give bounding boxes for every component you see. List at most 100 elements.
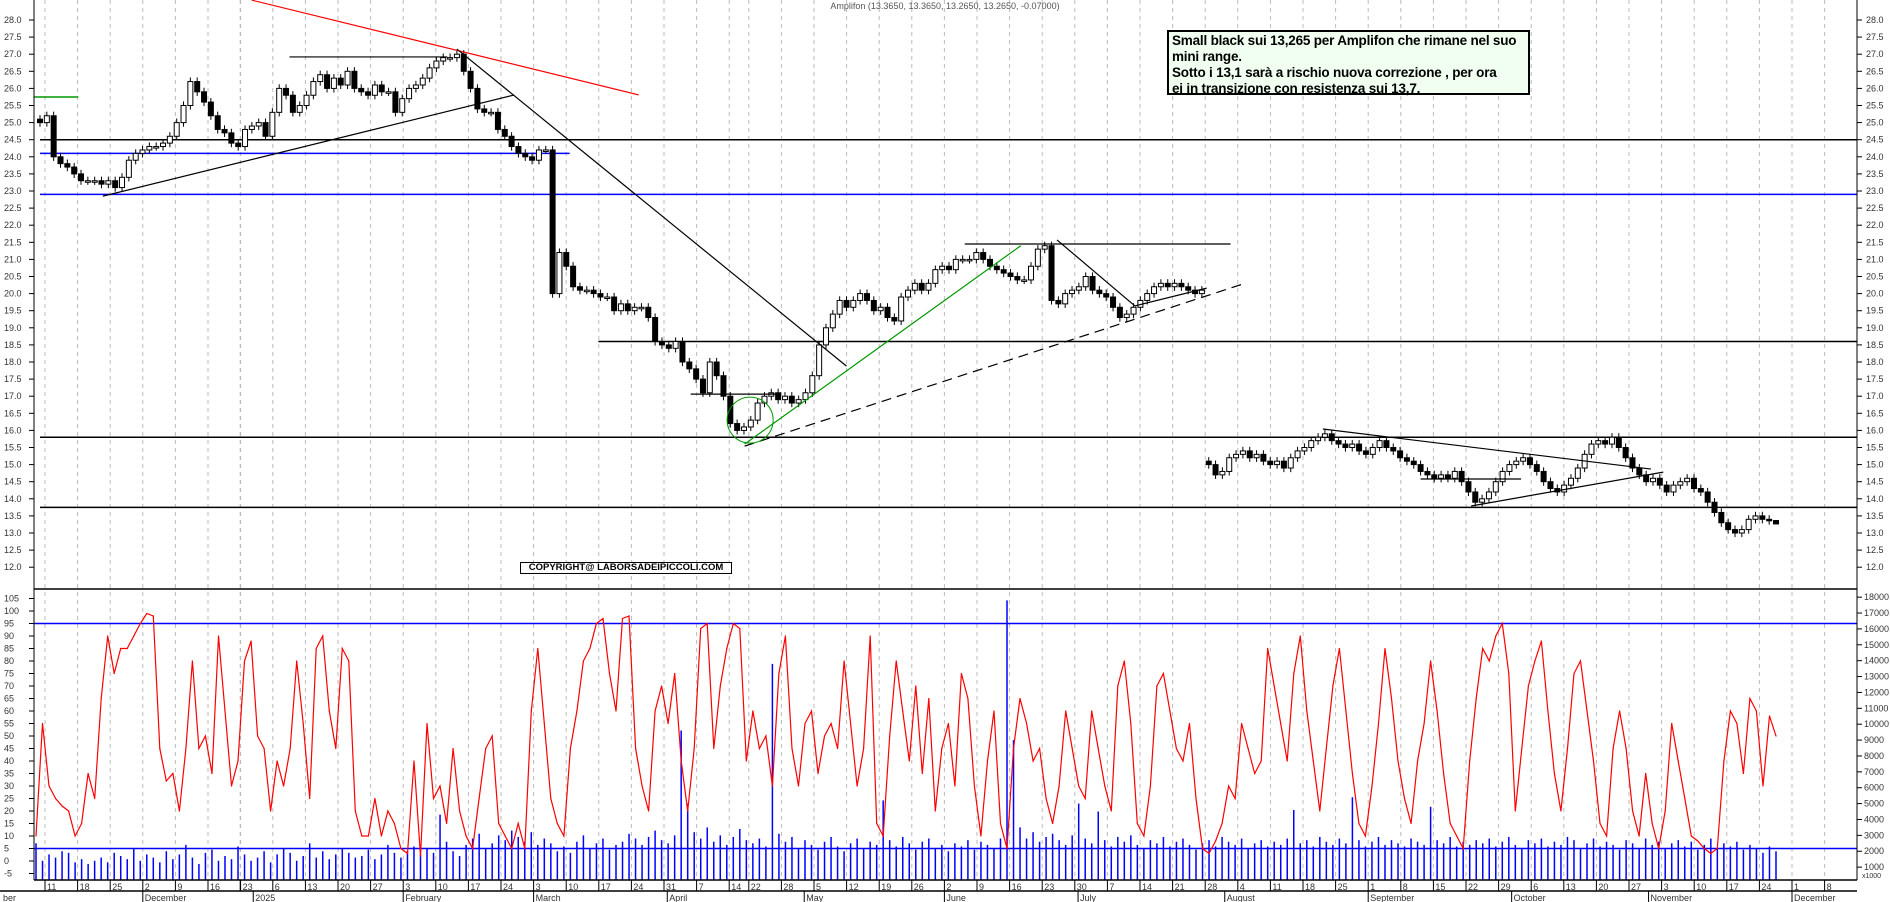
oscillator-point xyxy=(198,747,200,750)
month-label: 2025 xyxy=(255,893,275,902)
candle-up xyxy=(1608,436,1615,445)
oscillator-point xyxy=(1319,810,1321,812)
oscillator-point xyxy=(856,785,858,787)
oscillator-tick-label: 45 xyxy=(4,744,14,754)
candle-down xyxy=(946,265,953,271)
oscillator-point xyxy=(1573,672,1575,675)
oscillator-point xyxy=(726,647,728,650)
oscillator-point xyxy=(524,847,526,850)
candle-down xyxy=(570,265,577,288)
date-tick-label: 11 xyxy=(1272,882,1281,892)
candle-down xyxy=(1110,296,1117,308)
oscillator-point xyxy=(1742,772,1745,775)
note-line: Small black sui 13,265 per Amplifon che … xyxy=(1172,33,1517,48)
price-tick-label-right: 24.5 xyxy=(1866,135,1884,145)
candle-up xyxy=(269,111,276,137)
oscillator-point xyxy=(1534,660,1536,662)
price-tick-label: 25.5 xyxy=(4,101,22,111)
candle-down xyxy=(1629,457,1636,469)
oscillator-point xyxy=(458,810,461,812)
candle-up xyxy=(604,296,611,300)
candle-up xyxy=(146,146,153,151)
candle-up xyxy=(43,115,50,124)
price-tick-label-right: 27.0 xyxy=(1866,49,1884,59)
oscillator-point xyxy=(758,747,760,750)
oscillator-point xyxy=(1605,835,1608,837)
candle-down xyxy=(378,84,385,93)
candle-up xyxy=(905,289,911,298)
oscillator-point xyxy=(1632,810,1634,812)
oscillator-point xyxy=(1104,785,1106,787)
month-label: May xyxy=(806,893,824,902)
oscillator-point xyxy=(1443,772,1445,775)
oscillator-point xyxy=(1364,835,1367,837)
candle-down xyxy=(529,156,536,161)
oscillator-point xyxy=(550,797,552,800)
oscillator-point xyxy=(941,747,943,750)
candle-up xyxy=(1588,443,1595,455)
candle-up xyxy=(255,122,262,127)
candle-up xyxy=(761,395,768,404)
oscillator-point xyxy=(1638,835,1640,837)
candle-down xyxy=(214,115,221,130)
oscillator-point xyxy=(504,835,506,837)
candle-down xyxy=(1458,470,1465,483)
candle-down xyxy=(624,303,631,312)
oscillator-point xyxy=(1025,722,1028,725)
price-tick-label: 24.5 xyxy=(4,135,22,145)
oscillator-point xyxy=(1762,785,1764,787)
oscillator-point xyxy=(191,660,194,662)
price-tick-label-right: 12.0 xyxy=(1866,562,1884,572)
date-tick-label: 22 xyxy=(751,882,761,892)
oscillator-point xyxy=(1175,747,1178,750)
candle-down xyxy=(1116,306,1123,319)
oscillator-point xyxy=(1345,710,1347,712)
candle-down xyxy=(1390,447,1397,452)
oscillator-tick-label: 10 xyxy=(4,831,14,841)
price-tick-label-right: 18.0 xyxy=(1866,357,1884,367)
candle-up xyxy=(747,419,754,428)
candle-down xyxy=(1089,276,1096,291)
candle-down xyxy=(713,361,720,377)
oscillator-point xyxy=(628,615,630,617)
date-tick-label: 18 xyxy=(1305,882,1315,892)
oscillator-point xyxy=(1579,660,1582,662)
oscillator-point xyxy=(419,855,422,857)
oscillator-point xyxy=(1775,735,1777,737)
date-tick-label: 12 xyxy=(849,882,859,892)
date-tick-label: 16 xyxy=(210,882,220,892)
price-tick-label-right: 17.0 xyxy=(1866,391,1884,401)
candle-up xyxy=(1308,440,1315,449)
oscillator-point xyxy=(602,617,604,620)
oscillator-tick-label: 55 xyxy=(4,719,14,729)
candle-up xyxy=(1499,470,1506,483)
price-tick-label: 13.5 xyxy=(4,511,22,521)
oscillator-tick-label: 40 xyxy=(4,756,14,766)
candle-down xyxy=(1704,491,1711,503)
oscillator-point xyxy=(967,697,969,700)
candle-down xyxy=(1212,464,1219,476)
oscillator-point xyxy=(1312,760,1314,762)
candle-up xyxy=(303,94,310,106)
oscillator-point xyxy=(1162,672,1165,675)
oscillator-tick-label: 0 xyxy=(4,856,9,866)
oscillator-point xyxy=(817,772,819,775)
oscillator-point xyxy=(804,722,806,725)
oscillator-point xyxy=(680,760,682,762)
date-tick-label: 8 xyxy=(1827,882,1832,892)
oscillator-point xyxy=(745,760,747,762)
oscillator-tick-label: 70 xyxy=(4,681,14,691)
oscillator-point xyxy=(1697,840,1699,842)
candle-up xyxy=(638,306,645,310)
date-tick-label: 16 xyxy=(1012,882,1022,892)
candle-up xyxy=(426,67,433,79)
candle-down xyxy=(720,375,727,397)
month-label: October xyxy=(1514,893,1546,902)
candle-up xyxy=(317,74,324,83)
price-tick-label-right: 16.5 xyxy=(1866,408,1884,418)
candle-up xyxy=(1287,457,1294,469)
oscillator-point xyxy=(1403,797,1406,800)
volume-tick-label: 11000 xyxy=(1864,703,1888,713)
oscillator-point xyxy=(380,835,382,837)
oscillator-point xyxy=(498,822,500,825)
